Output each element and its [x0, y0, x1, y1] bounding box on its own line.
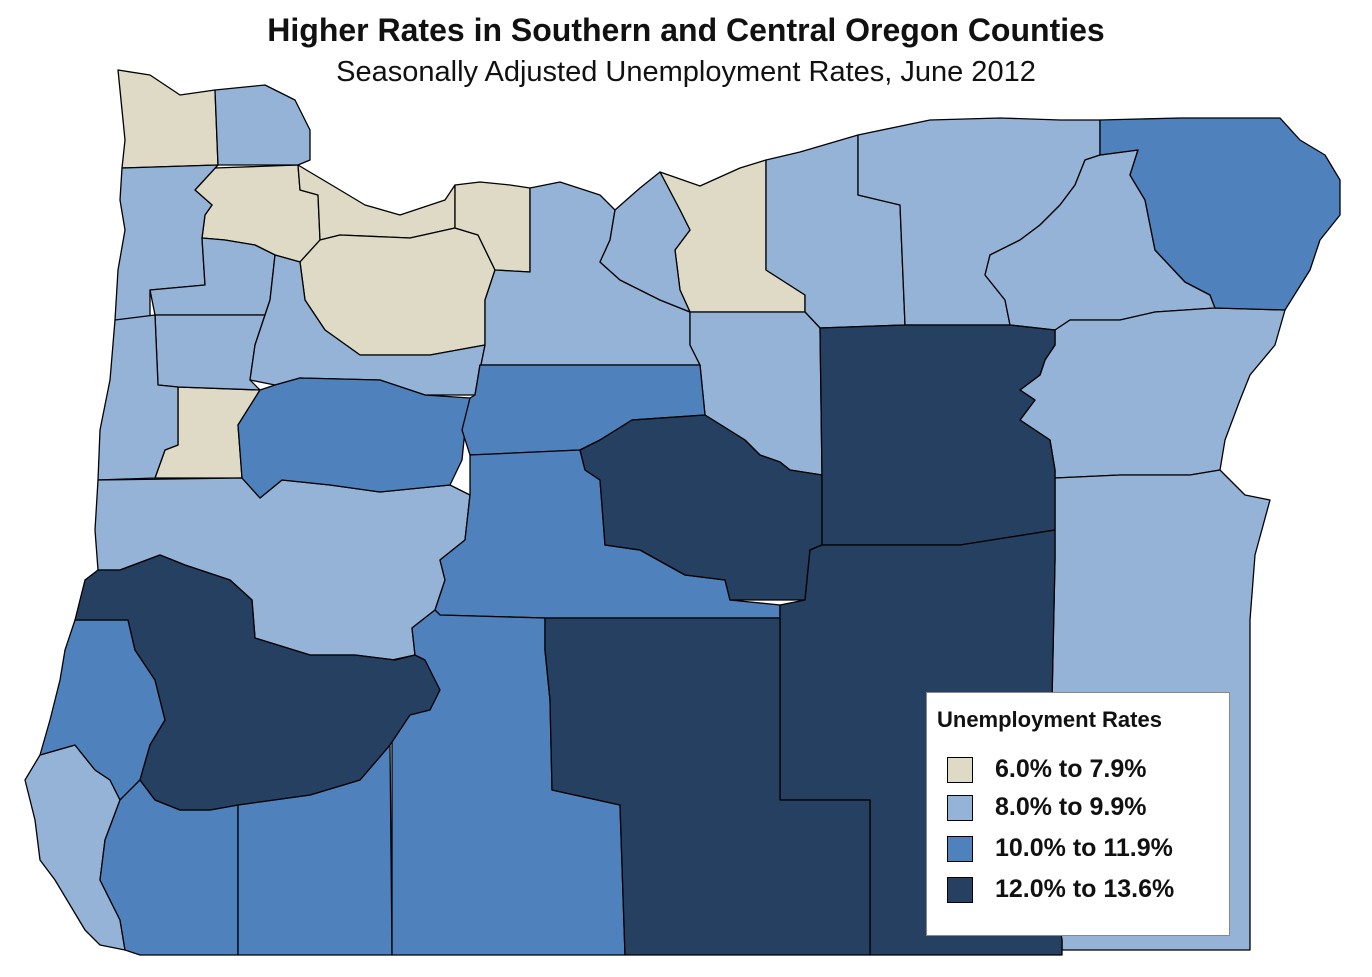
county-linn[interactable] — [237, 377, 471, 499]
legend-item-class-1: 6.0% to 7.9% — [947, 755, 1227, 785]
county-baker[interactable] — [1019, 307, 1286, 479]
county-multnomah[interactable] — [297, 164, 456, 241]
legend-swatch — [947, 836, 973, 862]
legend-item-class-3: 10.0% to 11.9% — [947, 834, 1227, 864]
county-gilliam[interactable] — [599, 171, 691, 313]
legend-swatch — [947, 877, 973, 903]
county-columbia[interactable] — [214, 84, 311, 166]
county-wallowa[interactable] — [1099, 117, 1341, 311]
legend-item-class-4: 12.0% to 13.6% — [947, 875, 1227, 905]
legend-swatch — [947, 757, 973, 783]
county-lake[interactable] — [544, 617, 871, 956]
map-subtitle: Seasonally Adjusted Unemployment Rates, … — [336, 56, 1036, 88]
legend: Unemployment Rates 6.0% to 7.9% 8.0% to … — [926, 692, 1230, 936]
map-title: Higher Rates in Southern and Central Ore… — [267, 12, 1105, 48]
county-clatsop[interactable] — [117, 69, 219, 169]
county-grant[interactable] — [819, 324, 1056, 546]
county-lincoln[interactable] — [97, 314, 179, 481]
legend-item-class-2: 8.0% to 9.9% — [947, 793, 1227, 823]
legend-swatch — [947, 795, 973, 821]
legend-label: 6.0% to 7.9% — [995, 755, 1147, 783]
legend-label: 8.0% to 9.9% — [995, 793, 1147, 821]
legend-label: 12.0% to 13.6% — [995, 875, 1175, 903]
county-douglas[interactable] — [74, 554, 441, 811]
legend-title: Unemployment Rates — [937, 707, 1162, 732]
legend-label: 10.0% to 11.9% — [995, 834, 1173, 862]
county-polk[interactable] — [154, 314, 266, 391]
